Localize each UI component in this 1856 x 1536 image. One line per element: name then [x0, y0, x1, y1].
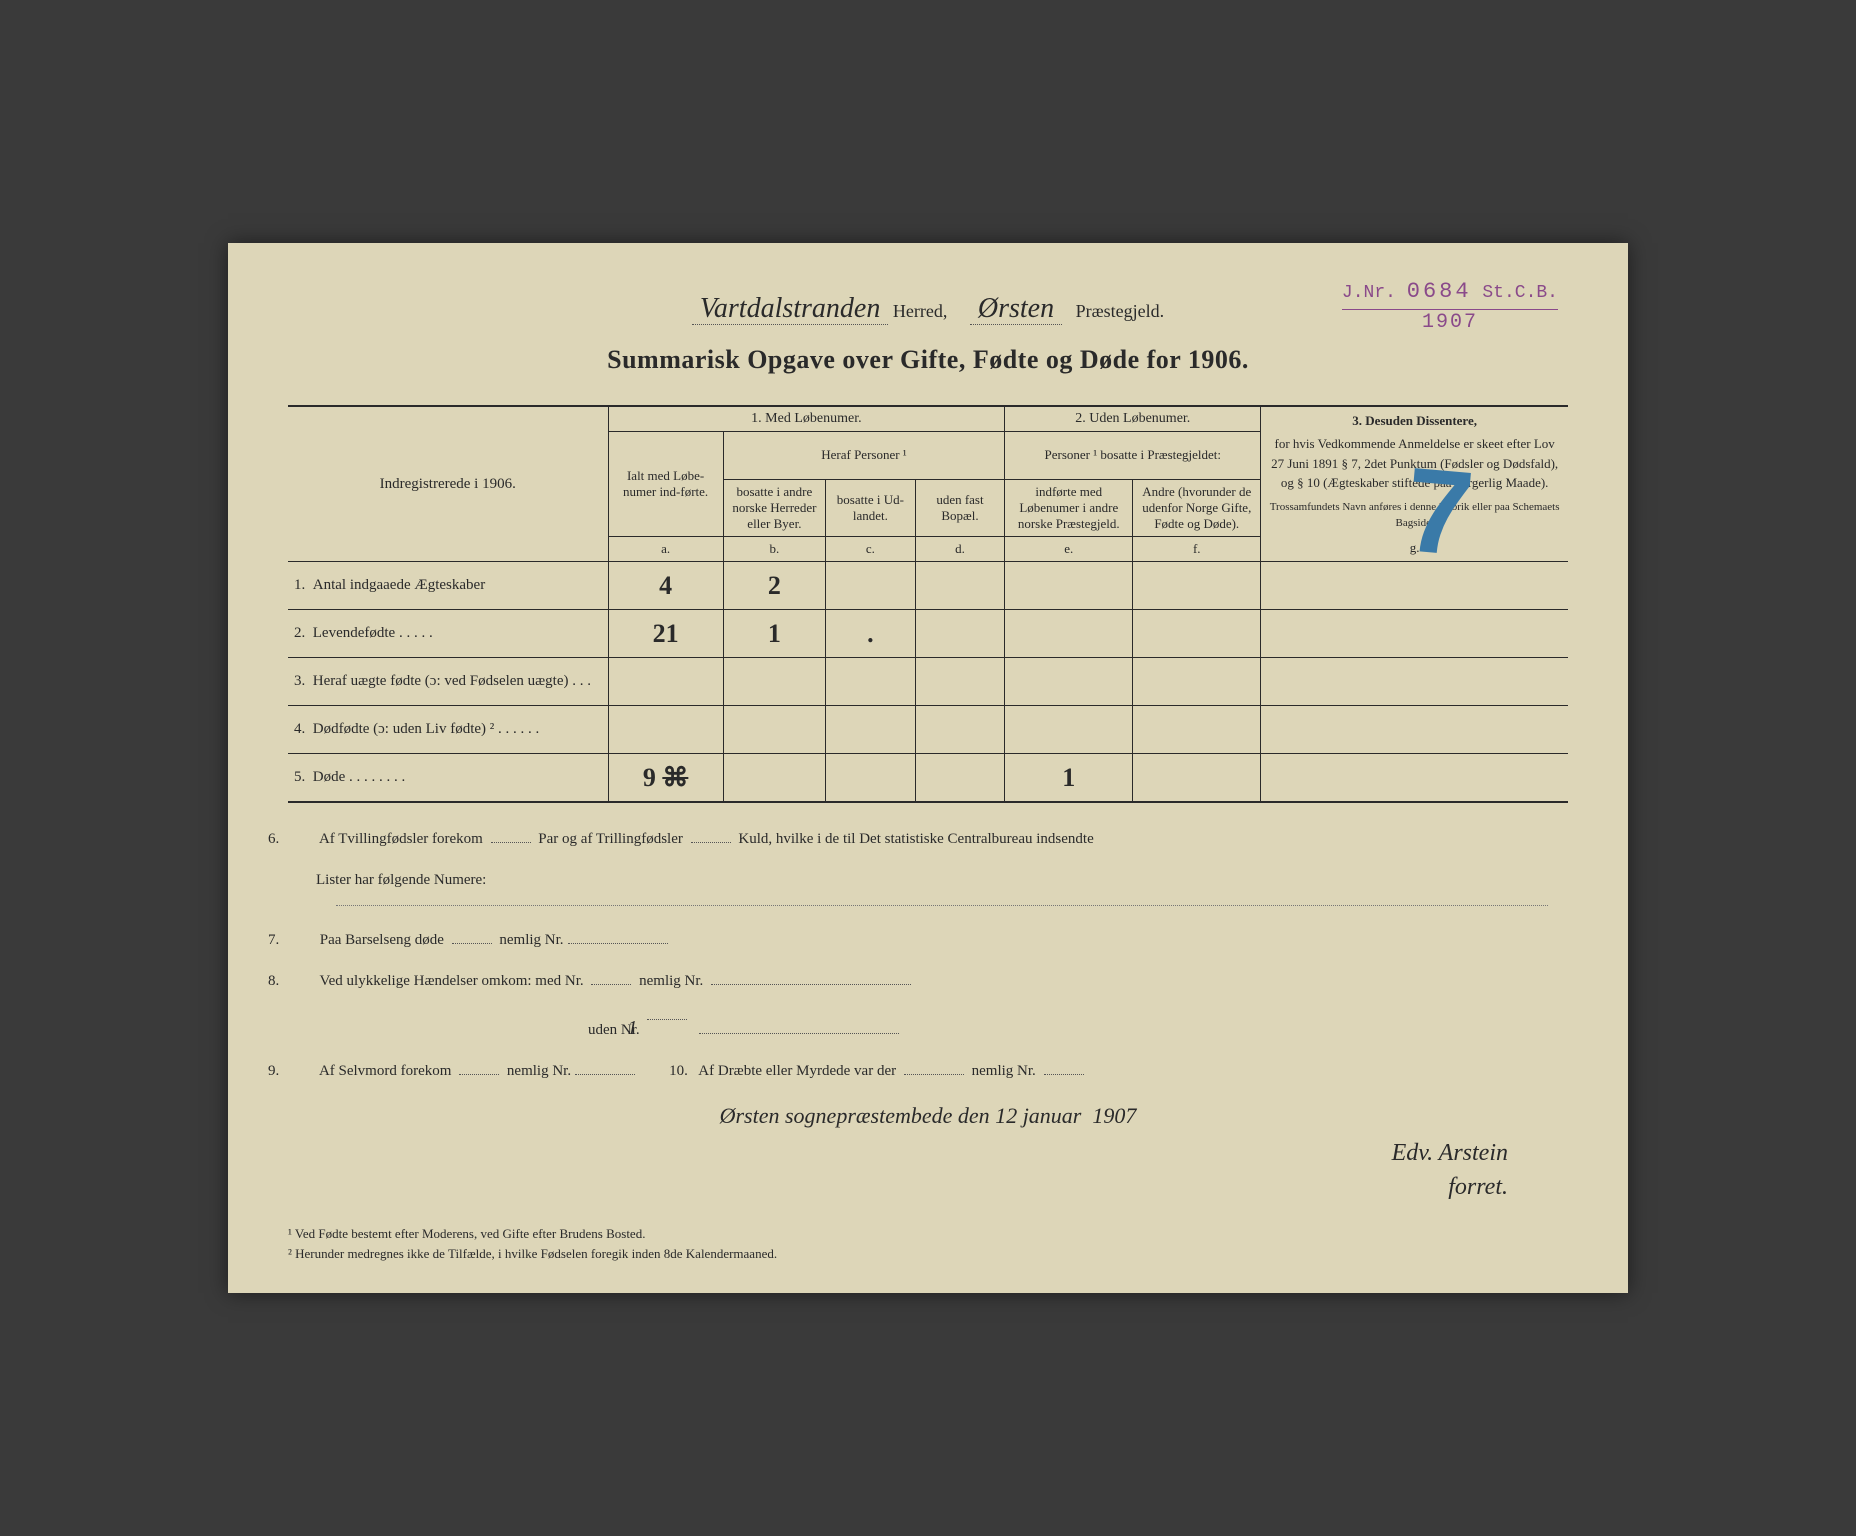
- cell-2a: 21: [608, 610, 723, 658]
- cell-1g: [1261, 562, 1568, 610]
- cell-2c: .: [826, 610, 916, 658]
- registration-stamp: J.Nr. 0684 St.C.B. 1907: [1342, 278, 1558, 336]
- sub-c: c.: [826, 537, 916, 562]
- signature-name: Edv. Arstein: [288, 1137, 1508, 1171]
- cell-1c: [826, 562, 916, 610]
- praestegjeld-value: Ørsten: [970, 293, 1062, 325]
- cell-4a: [608, 706, 723, 754]
- cell-5f: [1133, 754, 1261, 802]
- cell-2f: [1133, 610, 1261, 658]
- col-b-header: bosatte i andre norske Herreder eller By…: [723, 479, 825, 537]
- cell-4g: [1261, 706, 1568, 754]
- cell-5b: [723, 754, 825, 802]
- cell-5d: [915, 754, 1005, 802]
- cell-2b: 1: [723, 610, 825, 658]
- col-d-header: uden fast Bopæl.: [915, 479, 1005, 537]
- cell-2e: [1005, 610, 1133, 658]
- line-8b: uden Nr. 1: [288, 1006, 1568, 1047]
- cell-3d: [915, 658, 1005, 706]
- cell-4d: [915, 706, 1005, 754]
- stamp-year: 1907: [1342, 310, 1558, 336]
- col-f-header: Andre (hvorunder de udenfor Norge Gifte,…: [1133, 479, 1261, 537]
- cell-5a: 9 ⌘: [608, 754, 723, 802]
- jnr-number: 0684: [1407, 279, 1472, 304]
- cell-5g: [1261, 754, 1568, 802]
- cell-1f: [1133, 562, 1261, 610]
- sub-f: f.: [1133, 537, 1261, 562]
- cell-3b: [723, 658, 825, 706]
- cell-3g: [1261, 658, 1568, 706]
- col-e-header: indførte med Løbenumer i andre norske Pr…: [1005, 479, 1133, 537]
- line-9-10: 9. Af Selvmord forekom nemlig Nr. 10. Af…: [288, 1055, 1568, 1088]
- left-header: Indregistrerede i 1906.: [288, 406, 608, 562]
- document-page: J.Nr. 0684 St.C.B. 1907 7 Vartdalstrande…: [228, 243, 1628, 1293]
- footnote-1: ¹ Ved Fødte bestemt efter Moderens, ved …: [288, 1224, 1568, 1244]
- herred-label: Herred,: [893, 301, 947, 321]
- line-7: 7. Paa Barselseng døde nemlig Nr.: [288, 924, 1568, 957]
- col-c-header: bosatte i Ud-landet.: [826, 479, 916, 537]
- signature-title: forret.: [288, 1171, 1508, 1205]
- col-a-header: Ialt med Løbe-numer ind-førte.: [608, 431, 723, 537]
- cell-3f: [1133, 658, 1261, 706]
- table-row: 3. Heraf uægte fødte (ɔ: ved Fødselen uæ…: [288, 658, 1568, 706]
- sec2-sub: Personer ¹ bosatte i Præstegjeldet:: [1005, 431, 1261, 479]
- line-8: 8. Ved ulykkelige Hændelser omkom: med N…: [288, 965, 1568, 998]
- date-line: Ørsten sognepræstembede den 12 januar 19…: [288, 1103, 1568, 1129]
- footnote-2: ² Herunder medregnes ikke de Tilfælde, i…: [288, 1244, 1568, 1264]
- cell-4b: [723, 706, 825, 754]
- document-title: Summarisk Opgave over Gifte, Fødte og Dø…: [288, 345, 1568, 375]
- section3-cell: 3. Desuden Dissentere, for hvis Vedkomme…: [1261, 406, 1568, 562]
- sub-d: d.: [915, 537, 1005, 562]
- cell-5c: [826, 754, 916, 802]
- table-row: 5. Døde . . . . . . . . 9 ⌘ 1: [288, 754, 1568, 802]
- sub-b: b.: [723, 537, 825, 562]
- cell-1b: 2: [723, 562, 825, 610]
- heraf-header: Heraf Personer ¹: [723, 431, 1005, 479]
- jnr-label: J.Nr.: [1342, 283, 1396, 303]
- cell-2d: [915, 610, 1005, 658]
- section2-title: 2. Uden Løbenumer.: [1005, 406, 1261, 432]
- cell-4e: [1005, 706, 1133, 754]
- herred-value: Vartdalstranden: [692, 293, 888, 325]
- cell-1e: [1005, 562, 1133, 610]
- table-row: 2. Levendefødte . . . . . 21 1 .: [288, 610, 1568, 658]
- section1-title: 1. Med Løbenumer.: [608, 406, 1005, 432]
- signature-block: Edv. Arstein forret.: [288, 1137, 1568, 1204]
- table-row: 1. Antal indgaaede Ægteskaber 4 2: [288, 562, 1568, 610]
- lower-section: 6. Af Tvillingfødsler forekom Par og af …: [288, 823, 1568, 1088]
- cell-1a: 4: [608, 562, 723, 610]
- table-row: 4. Dødfødte (ɔ: uden Liv fødte) ² . . . …: [288, 706, 1568, 754]
- cell-3c: [826, 658, 916, 706]
- cell-4f: [1133, 706, 1261, 754]
- praestegjeld-label: Præstegjeld.: [1076, 301, 1165, 321]
- jnr-suffix: St.C.B.: [1482, 283, 1558, 303]
- cell-3e: [1005, 658, 1133, 706]
- cell-1d: [915, 562, 1005, 610]
- sub-e: e.: [1005, 537, 1133, 562]
- cell-4c: [826, 706, 916, 754]
- cell-2g: [1261, 610, 1568, 658]
- cell-3a: [608, 658, 723, 706]
- sub-a: a.: [608, 537, 723, 562]
- line-6b: Lister har følgende Numere:: [288, 864, 1568, 897]
- main-table: Indregistrerede i 1906. 1. Med Løbenumer…: [288, 405, 1568, 803]
- cell-5e: 1: [1005, 754, 1133, 802]
- line-6: 6. Af Tvillingfødsler forekom Par og af …: [288, 823, 1568, 856]
- footnotes: ¹ Ved Fødte bestemt efter Moderens, ved …: [288, 1224, 1568, 1263]
